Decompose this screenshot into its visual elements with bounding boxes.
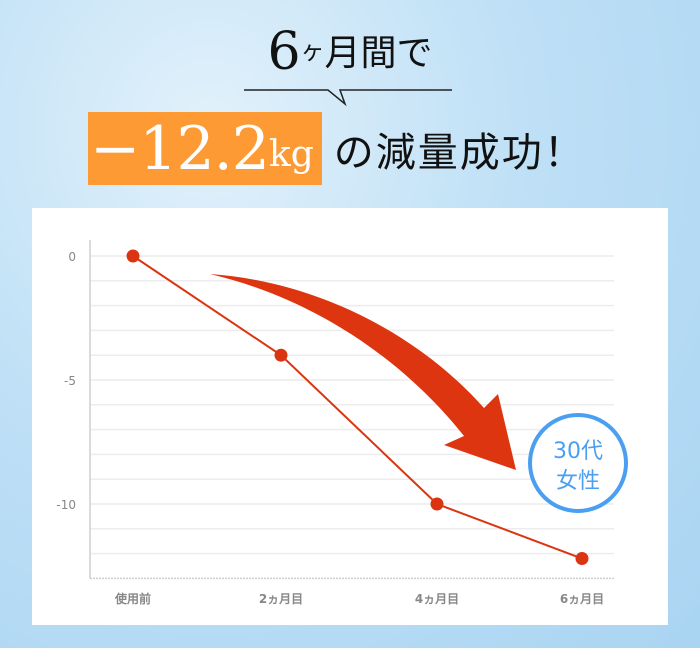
- series-line: [132, 255, 583, 560]
- data-point: [126, 249, 140, 263]
- result-unit: kg: [268, 134, 314, 175]
- badge-line1: 30代: [553, 439, 603, 464]
- data-point: [430, 497, 444, 511]
- speech-underline: [244, 89, 452, 107]
- headline-result: −12.2 kg の減量成功！: [88, 112, 586, 185]
- weight-chart: 0 -5 -10 使用前 2ヵ月目 4ヵ月目 6ヵ月目 30代 女性: [56, 240, 628, 606]
- y-tick-label: -10: [56, 498, 76, 512]
- result-highlight: −12.2 kg: [88, 112, 322, 185]
- data-point: [274, 348, 288, 362]
- badge-line2: 女性: [556, 469, 600, 494]
- headline-small: ヶ: [300, 37, 325, 65]
- x-tick-label: 6ヵ月目: [560, 592, 604, 606]
- headline-number: 6: [267, 22, 301, 82]
- headline-period: 6ヶ月間で: [0, 22, 700, 82]
- y-tick-label: 0: [68, 250, 76, 264]
- result-text: の減量成功！: [333, 129, 586, 176]
- x-tick-label: 4ヵ月目: [415, 592, 459, 606]
- badge: 30代 女性: [528, 413, 628, 513]
- result-value: −12.2: [90, 113, 270, 184]
- data-point: [575, 552, 589, 566]
- headline-rest: 月間で: [324, 33, 433, 74]
- trend-arrow: [210, 274, 516, 470]
- x-tick-label: 使用前: [114, 591, 151, 606]
- y-tick-label: -5: [64, 374, 76, 388]
- x-tick-label: 2ヵ月目: [259, 592, 303, 606]
- chart-card: 0 -5 -10 使用前 2ヵ月目 4ヵ月目 6ヵ月目 30代 女性: [32, 208, 668, 625]
